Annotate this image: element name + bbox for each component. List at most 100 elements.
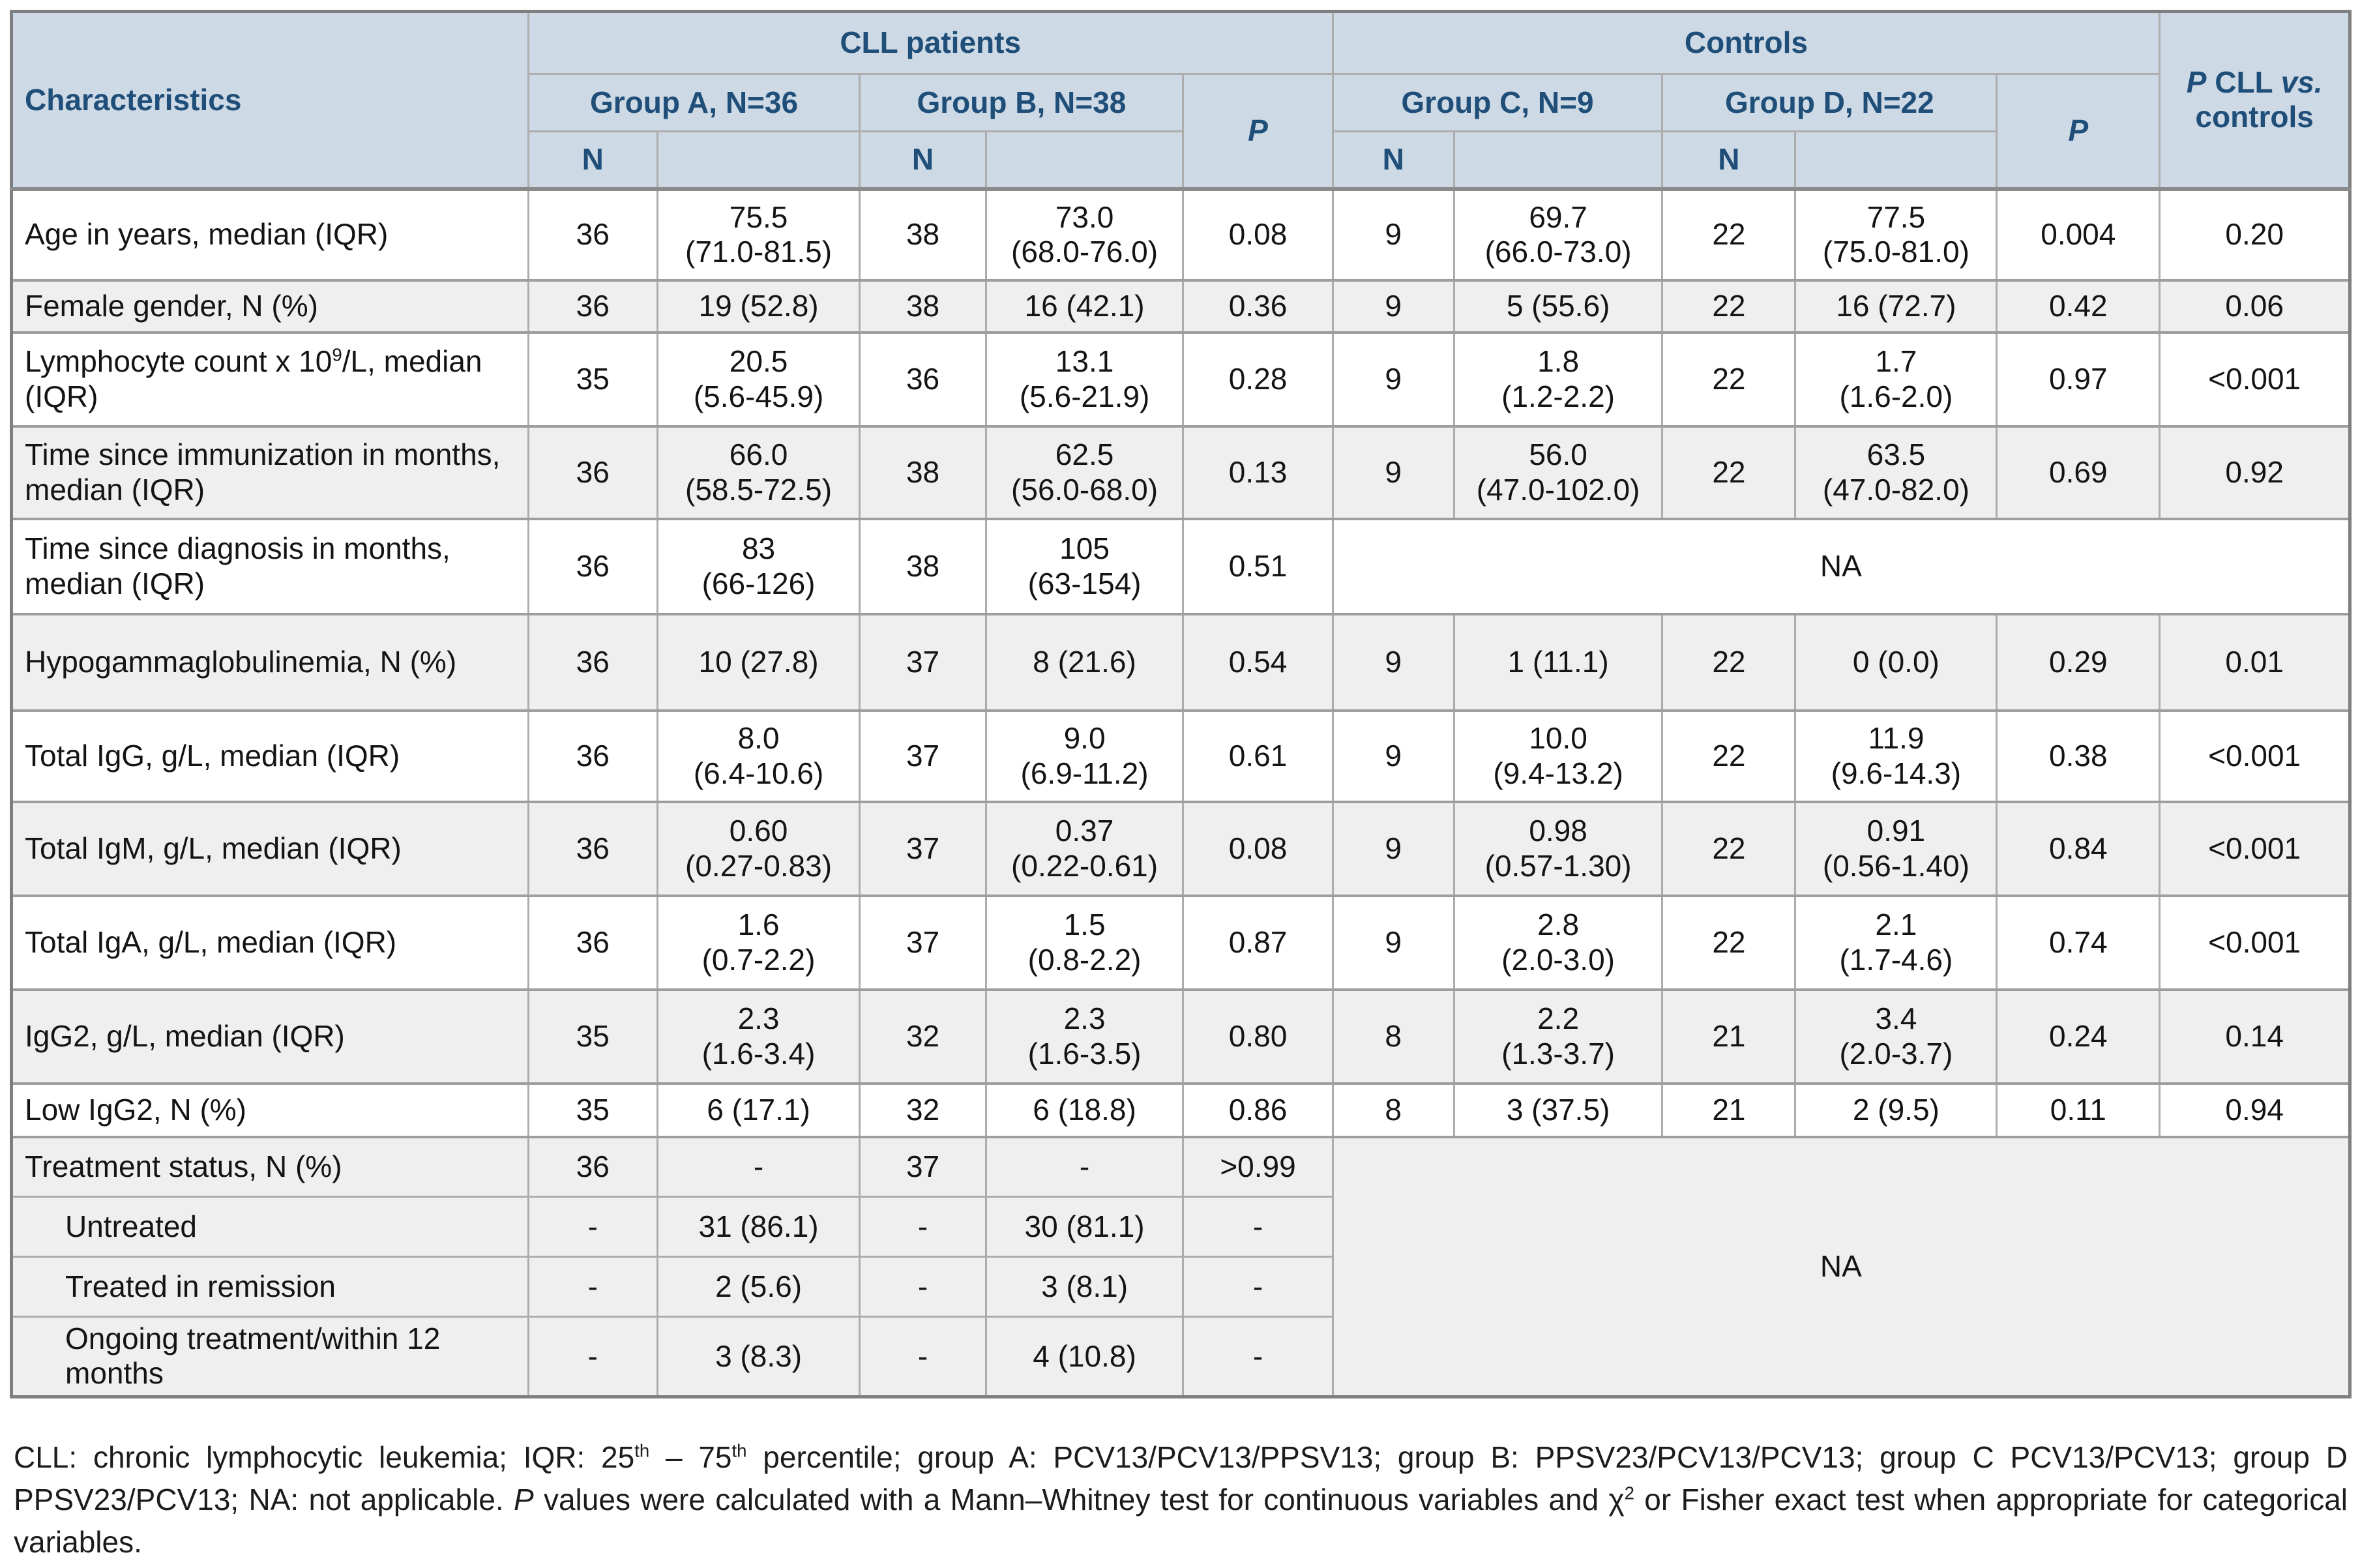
cell-a-n: - <box>527 1196 658 1258</box>
cell-b-n: - <box>859 1316 987 1398</box>
row-label: Treatment status, N (%) <box>10 1135 529 1198</box>
cell-p-cll: 0.51 <box>1182 517 1334 615</box>
group-d-header: Group D, N=22 <box>1661 73 1998 132</box>
cell-c-n: 8 <box>1331 1082 1455 1138</box>
group-b-header: Group B, N=38 <box>859 73 1185 132</box>
cell-p-controls: 0.29 <box>1996 612 2161 711</box>
cell-a-n: 36 <box>527 278 658 333</box>
cell-a-n: 36 <box>527 709 658 803</box>
group-a-header: Group A, N=36 <box>527 73 861 132</box>
table-row-total-igg: Total IgG, g/L, median (IQR) 36 8.0 (6.4-… <box>10 709 2351 803</box>
cell-b-value: 6 (18.8) <box>984 1082 1185 1138</box>
cell-b-n: 38 <box>859 278 987 333</box>
cell-a-n: 35 <box>527 331 658 427</box>
row-label: Lymphocyte count x 109/L, median (IQR) <box>10 331 529 427</box>
cell-p-controls: 0.74 <box>1996 894 2161 990</box>
row-label: IgG2, g/L, median (IQR) <box>10 988 529 1084</box>
cell-d-value: 3.4 (2.0-3.7) <box>1794 988 1998 1084</box>
cell-c-n: 9 <box>1331 331 1455 427</box>
cell-d-n: 22 <box>1661 894 1797 990</box>
cell-a-value: 10 (27.8) <box>656 612 861 711</box>
cell-a-value: 31 (86.1) <box>656 1196 861 1258</box>
cell-a-n: 36 <box>527 612 658 711</box>
cell-c-value: 1.8 (1.2-2.2) <box>1453 331 1664 427</box>
cell-d-value: 63.5 (47.0-82.0) <box>1794 424 1998 520</box>
cell-b-n: 32 <box>859 1082 987 1138</box>
value-header-b <box>984 130 1185 191</box>
cell-b-n: 37 <box>859 1135 987 1198</box>
cell-c-value: 69.7 (66.0-73.0) <box>1453 187 1664 281</box>
cell-b-n: - <box>859 1256 987 1318</box>
chi-symbol: χ <box>1608 1483 1625 1517</box>
superscript-th: th <box>731 1440 747 1461</box>
cell-c-n: 9 <box>1331 709 1455 803</box>
cell-na-controls: NA <box>1331 1135 2352 1398</box>
cell-p-cll: 0.08 <box>1182 187 1334 281</box>
row-label: Hypogammaglobulinemia, N (%) <box>10 612 529 711</box>
cell-c-value: 1 (11.1) <box>1453 612 1664 711</box>
cell-p-cll-vs-controls: <0.001 <box>2159 709 2351 803</box>
cell-p-cll: 0.80 <box>1182 988 1334 1084</box>
table-row-total-igm: Total IgM, g/L, median (IQR) 36 0.60 (0.2… <box>10 800 2351 896</box>
table-row-low-igg2: Low IgG2, N (%) 35 6 (17.1) 32 6 (18.8) … <box>10 1082 2351 1138</box>
cell-a-value: 20.5 (5.6-45.9) <box>656 331 861 427</box>
header-row-groups: Characteristics CLL patients Controls P … <box>10 10 2351 191</box>
row-label: Total IgM, g/L, median (IQR) <box>10 800 529 896</box>
cell-d-n: 22 <box>1661 612 1797 711</box>
cell-b-n: 37 <box>859 612 987 711</box>
cell-p-cll: 0.28 <box>1182 331 1334 427</box>
row-label: Female gender, N (%) <box>10 278 529 333</box>
cell-c-value: 0.98 (0.57-1.30) <box>1453 800 1664 896</box>
characteristics-table: Characteristics CLL patients Controls P … <box>10 10 2352 1398</box>
cell-b-value: 105 (63-154) <box>984 517 1185 615</box>
table-row-time-since-diagnosis: Time since diagnosis in months, median (… <box>10 517 2352 615</box>
cell-p-cll-vs-controls: <0.001 <box>2159 331 2351 427</box>
row-label: Age in years, median (IQR) <box>10 187 529 281</box>
cell-c-n: 9 <box>1331 612 1455 711</box>
cell-c-value: 2.8 (2.0-3.0) <box>1453 894 1664 990</box>
controls-header: Controls <box>1331 10 2161 75</box>
cell-p-controls: 0.38 <box>1996 709 2161 803</box>
table-footnote: CLL: chronic lymphocytic leukemia; IQR: … <box>14 1440 2348 1560</box>
cell-d-value: 77.5 (75.0-81.0) <box>1794 187 1998 281</box>
cell-d-value: 0.91 (0.56-1.40) <box>1794 800 1998 896</box>
cell-a-n: 36 <box>527 424 658 520</box>
cell-d-value: 0 (0.0) <box>1794 612 1998 711</box>
value-header-c <box>1453 130 1664 191</box>
cell-p-cll-vs-controls: 0.14 <box>2159 988 2351 1084</box>
row-label: Time since immunization in months, media… <box>10 424 529 520</box>
cell-p-controls: 0.11 <box>1996 1082 2161 1138</box>
cell-b-value: 4 (10.8) <box>984 1316 1185 1398</box>
cell-a-value: 8.0 (6.4-10.6) <box>656 709 861 803</box>
cell-d-value: 16 (72.7) <box>1794 278 1998 333</box>
row-label: Treated in remission <box>10 1256 529 1318</box>
cell-p-cll-vs-controls: <0.001 <box>2159 894 2351 990</box>
p-italic: P <box>2186 65 2207 99</box>
cell-c-value: 56.0 (47.0-102.0) <box>1453 424 1664 520</box>
cell-b-n: 37 <box>859 709 987 803</box>
value-header-a <box>656 130 861 191</box>
cell-p-cll-vs-controls: 0.01 <box>2159 612 2351 711</box>
cell-p-controls: 0.004 <box>1996 187 2161 281</box>
vs-italic: vs. <box>2280 65 2323 99</box>
cell-c-n: 9 <box>1331 424 1455 520</box>
cell-b-n: 38 <box>859 187 987 281</box>
table-row-untreated: Untreated - 31 (86.1) - 30 (81.1) - <box>10 1196 2350 1258</box>
cell-b-value: 9.0 (6.9-11.2) <box>984 709 1185 803</box>
cell-b-value: 30 (81.1) <box>984 1196 1185 1258</box>
n-header-a: N <box>527 130 658 191</box>
table-row-total-iga: Total IgA, g/L, median (IQR) 36 1.6 (0.7-… <box>10 894 2351 990</box>
cell-p-cll-vs-controls: 0.92 <box>2159 424 2351 520</box>
cell-d-n: 21 <box>1661 988 1797 1084</box>
row-label: Low IgG2, N (%) <box>10 1082 529 1138</box>
cell-d-n: 21 <box>1661 1082 1797 1138</box>
table-row-ongoing-treatment: Ongoing treatment/within 12 months - 3 (… <box>10 1316 2350 1398</box>
cell-p-cll-vs-controls: 0.94 <box>2159 1082 2351 1138</box>
row-label: Total IgA, g/L, median (IQR) <box>10 894 529 990</box>
cell-p-cll: - <box>1182 1256 1334 1318</box>
cell-p-cll: 0.08 <box>1182 800 1334 896</box>
cell-d-value: 2.1 (1.7-4.6) <box>1794 894 1998 990</box>
p-header-controls: P <box>1996 73 2161 191</box>
cell-c-n: 9 <box>1331 187 1455 281</box>
cell-a-value: 2 (5.6) <box>656 1256 861 1318</box>
